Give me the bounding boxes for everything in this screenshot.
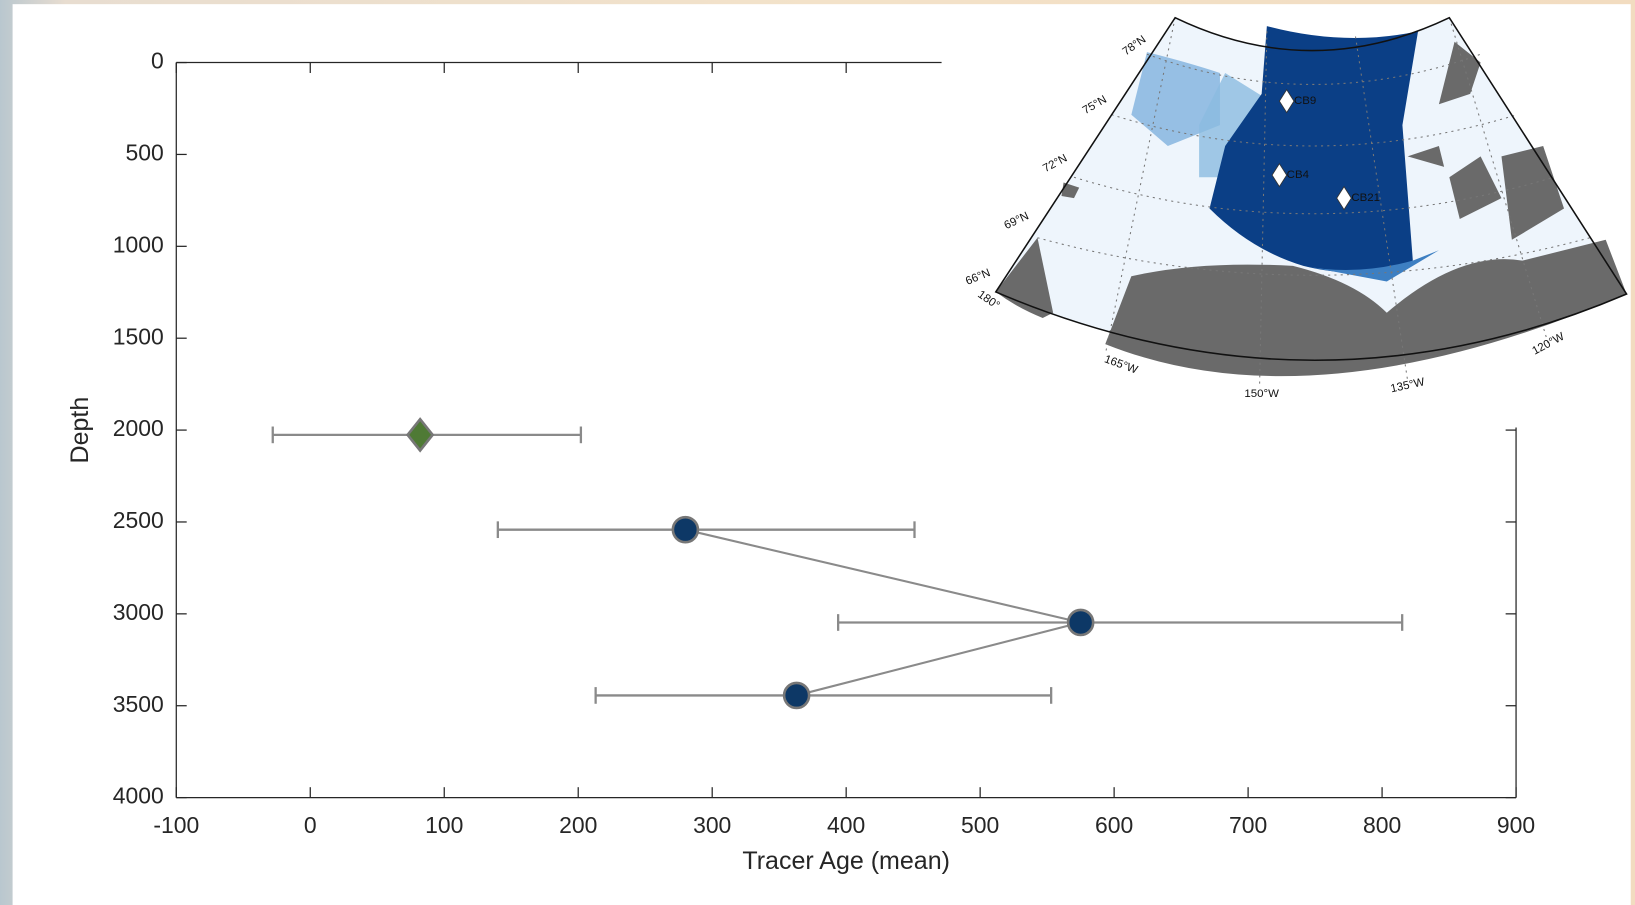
circle-marker (782, 681, 811, 710)
map-basin (1209, 26, 1419, 273)
error-bar (594, 687, 1053, 704)
map-shelf (1199, 72, 1267, 178)
circle-marker (1066, 608, 1095, 637)
x-tick-label: 400 (827, 812, 865, 838)
x-tick-label: 200 (559, 812, 597, 838)
station-marker (1271, 162, 1288, 188)
map-graticule (1037, 17, 1591, 386)
station-label: CB9 (1294, 95, 1316, 107)
x-tick-label: 100 (425, 812, 463, 838)
y-tick-label: 3500 (113, 691, 164, 717)
station-marker (1278, 88, 1295, 114)
y-tick-label: 1500 (113, 323, 164, 349)
x-tick-label: -100 (153, 812, 199, 838)
station-label: CB4 (1287, 169, 1310, 181)
y-tick-label: 1000 (113, 231, 164, 257)
y-axis-label: Depth (66, 397, 94, 464)
x-tick-label: 0 (304, 812, 317, 838)
map-land (1105, 239, 1627, 377)
map-slope (1303, 250, 1439, 282)
x-tick-label: 700 (1229, 812, 1267, 838)
x-tick-label: 500 (961, 812, 999, 838)
x-tick-label: 900 (1497, 812, 1535, 838)
map-lon-label: 150°W (1244, 388, 1279, 400)
station-label: CB21 (1351, 192, 1380, 204)
error-bar (496, 521, 916, 539)
station-marker (1336, 185, 1352, 211)
x-tick-label: 800 (1363, 812, 1401, 838)
y-tick-label: 2000 (113, 415, 164, 441)
x-tick-label: 600 (1095, 812, 1133, 838)
y-tick-label: 500 (126, 140, 164, 166)
diamond-marker (405, 417, 435, 453)
y-tick-label: 3000 (113, 599, 164, 625)
map-land (1061, 41, 1565, 240)
plot-area: 0 500 1000 1500 2000 2500 3000 3500 4000 -100 0 100… (66, 48, 1535, 875)
x-tick-label: 300 (693, 812, 731, 838)
y-tick-label: 0 (151, 48, 164, 74)
error-bar (836, 614, 1404, 631)
x-axis-label: Tracer Age (mean) (742, 847, 950, 875)
y-tick-label: 4000 (113, 783, 164, 809)
map-frame (994, 16, 1628, 362)
y-tick-label: 2500 (113, 507, 164, 533)
circle-marker (671, 515, 700, 544)
